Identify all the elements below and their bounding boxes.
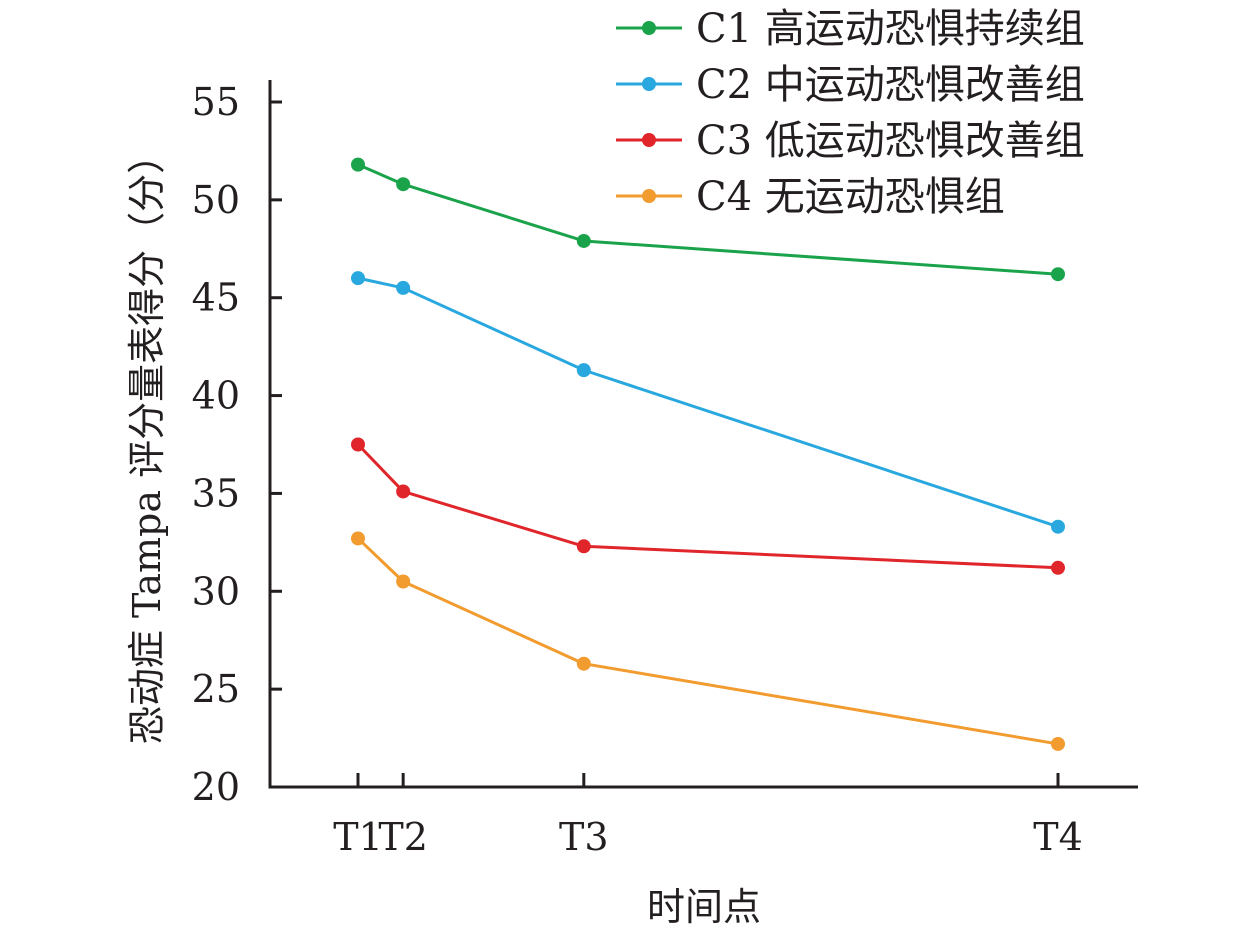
data-point <box>351 157 365 172</box>
y-tick-label: 40 <box>192 374 240 418</box>
x-tick-label: T3 <box>559 815 609 859</box>
data-point <box>1051 519 1065 534</box>
y-axis-title: 恐动症 Tampa 评分量表得分（分） <box>125 136 169 744</box>
data-point <box>396 574 411 589</box>
series-line <box>356 443 1059 570</box>
legend-swatch-marker <box>642 21 656 35</box>
data-point <box>396 177 411 192</box>
legend-swatch-marker <box>642 189 656 203</box>
data-point <box>1051 560 1065 575</box>
y-tick-label: 25 <box>192 667 240 711</box>
x-axis-title: 时间点 <box>647 885 761 929</box>
data-point <box>1051 736 1065 751</box>
data-point <box>351 531 365 546</box>
series <box>351 437 1065 575</box>
legend-swatch-marker <box>642 133 656 147</box>
y-tick-label: 35 <box>192 471 240 515</box>
legend-item: C1 高运动恐惧持续组 <box>616 6 1085 52</box>
y-tick-label: 55 <box>192 80 240 124</box>
series-line <box>357 276 1059 529</box>
data-point <box>576 656 591 671</box>
legend: C1 高运动恐惧持续组 C2 中运动恐惧改善组 C3 低运动恐惧改善组 C4 无运动恐… <box>616 6 1085 220</box>
y-tick-label: 45 <box>192 276 240 320</box>
y-ticks: 20 25 30 35 40 45 50 55 <box>192 80 282 809</box>
legend-label: C2 中运动恐惧改善组 <box>696 62 1085 108</box>
x-tick-label: T4 <box>1033 815 1083 859</box>
y-tick-label: 20 <box>192 765 240 809</box>
legend-item: C2 中运动恐惧改善组 <box>616 62 1085 108</box>
data-point <box>351 271 365 286</box>
legend-label: C4 无运动恐惧组 <box>696 174 1005 220</box>
y-tick-label: 30 <box>192 569 240 613</box>
series-line <box>356 537 1059 746</box>
legend-label: C3 低运动恐惧改善组 <box>696 118 1085 164</box>
series-layer <box>351 157 1065 751</box>
legend-swatch-marker <box>642 77 656 91</box>
data-point <box>576 363 591 378</box>
series-line <box>357 163 1059 276</box>
legend-label: C1 高运动恐惧持续组 <box>696 6 1085 52</box>
data-point <box>396 280 411 295</box>
series <box>351 271 1065 534</box>
series <box>351 531 1065 751</box>
data-point <box>576 539 591 554</box>
x-tick-label: T1 <box>333 815 383 859</box>
data-point <box>1051 267 1065 282</box>
data-point <box>576 233 591 248</box>
legend-item: C3 低运动恐惧改善组 <box>616 118 1085 164</box>
series <box>351 157 1065 282</box>
data-point <box>396 484 411 499</box>
data-point <box>351 437 365 452</box>
x-tick-label: T2 <box>378 815 428 859</box>
legend-item: C4 无运动恐惧组 <box>616 174 1005 220</box>
y-tick-label: 50 <box>192 178 240 222</box>
